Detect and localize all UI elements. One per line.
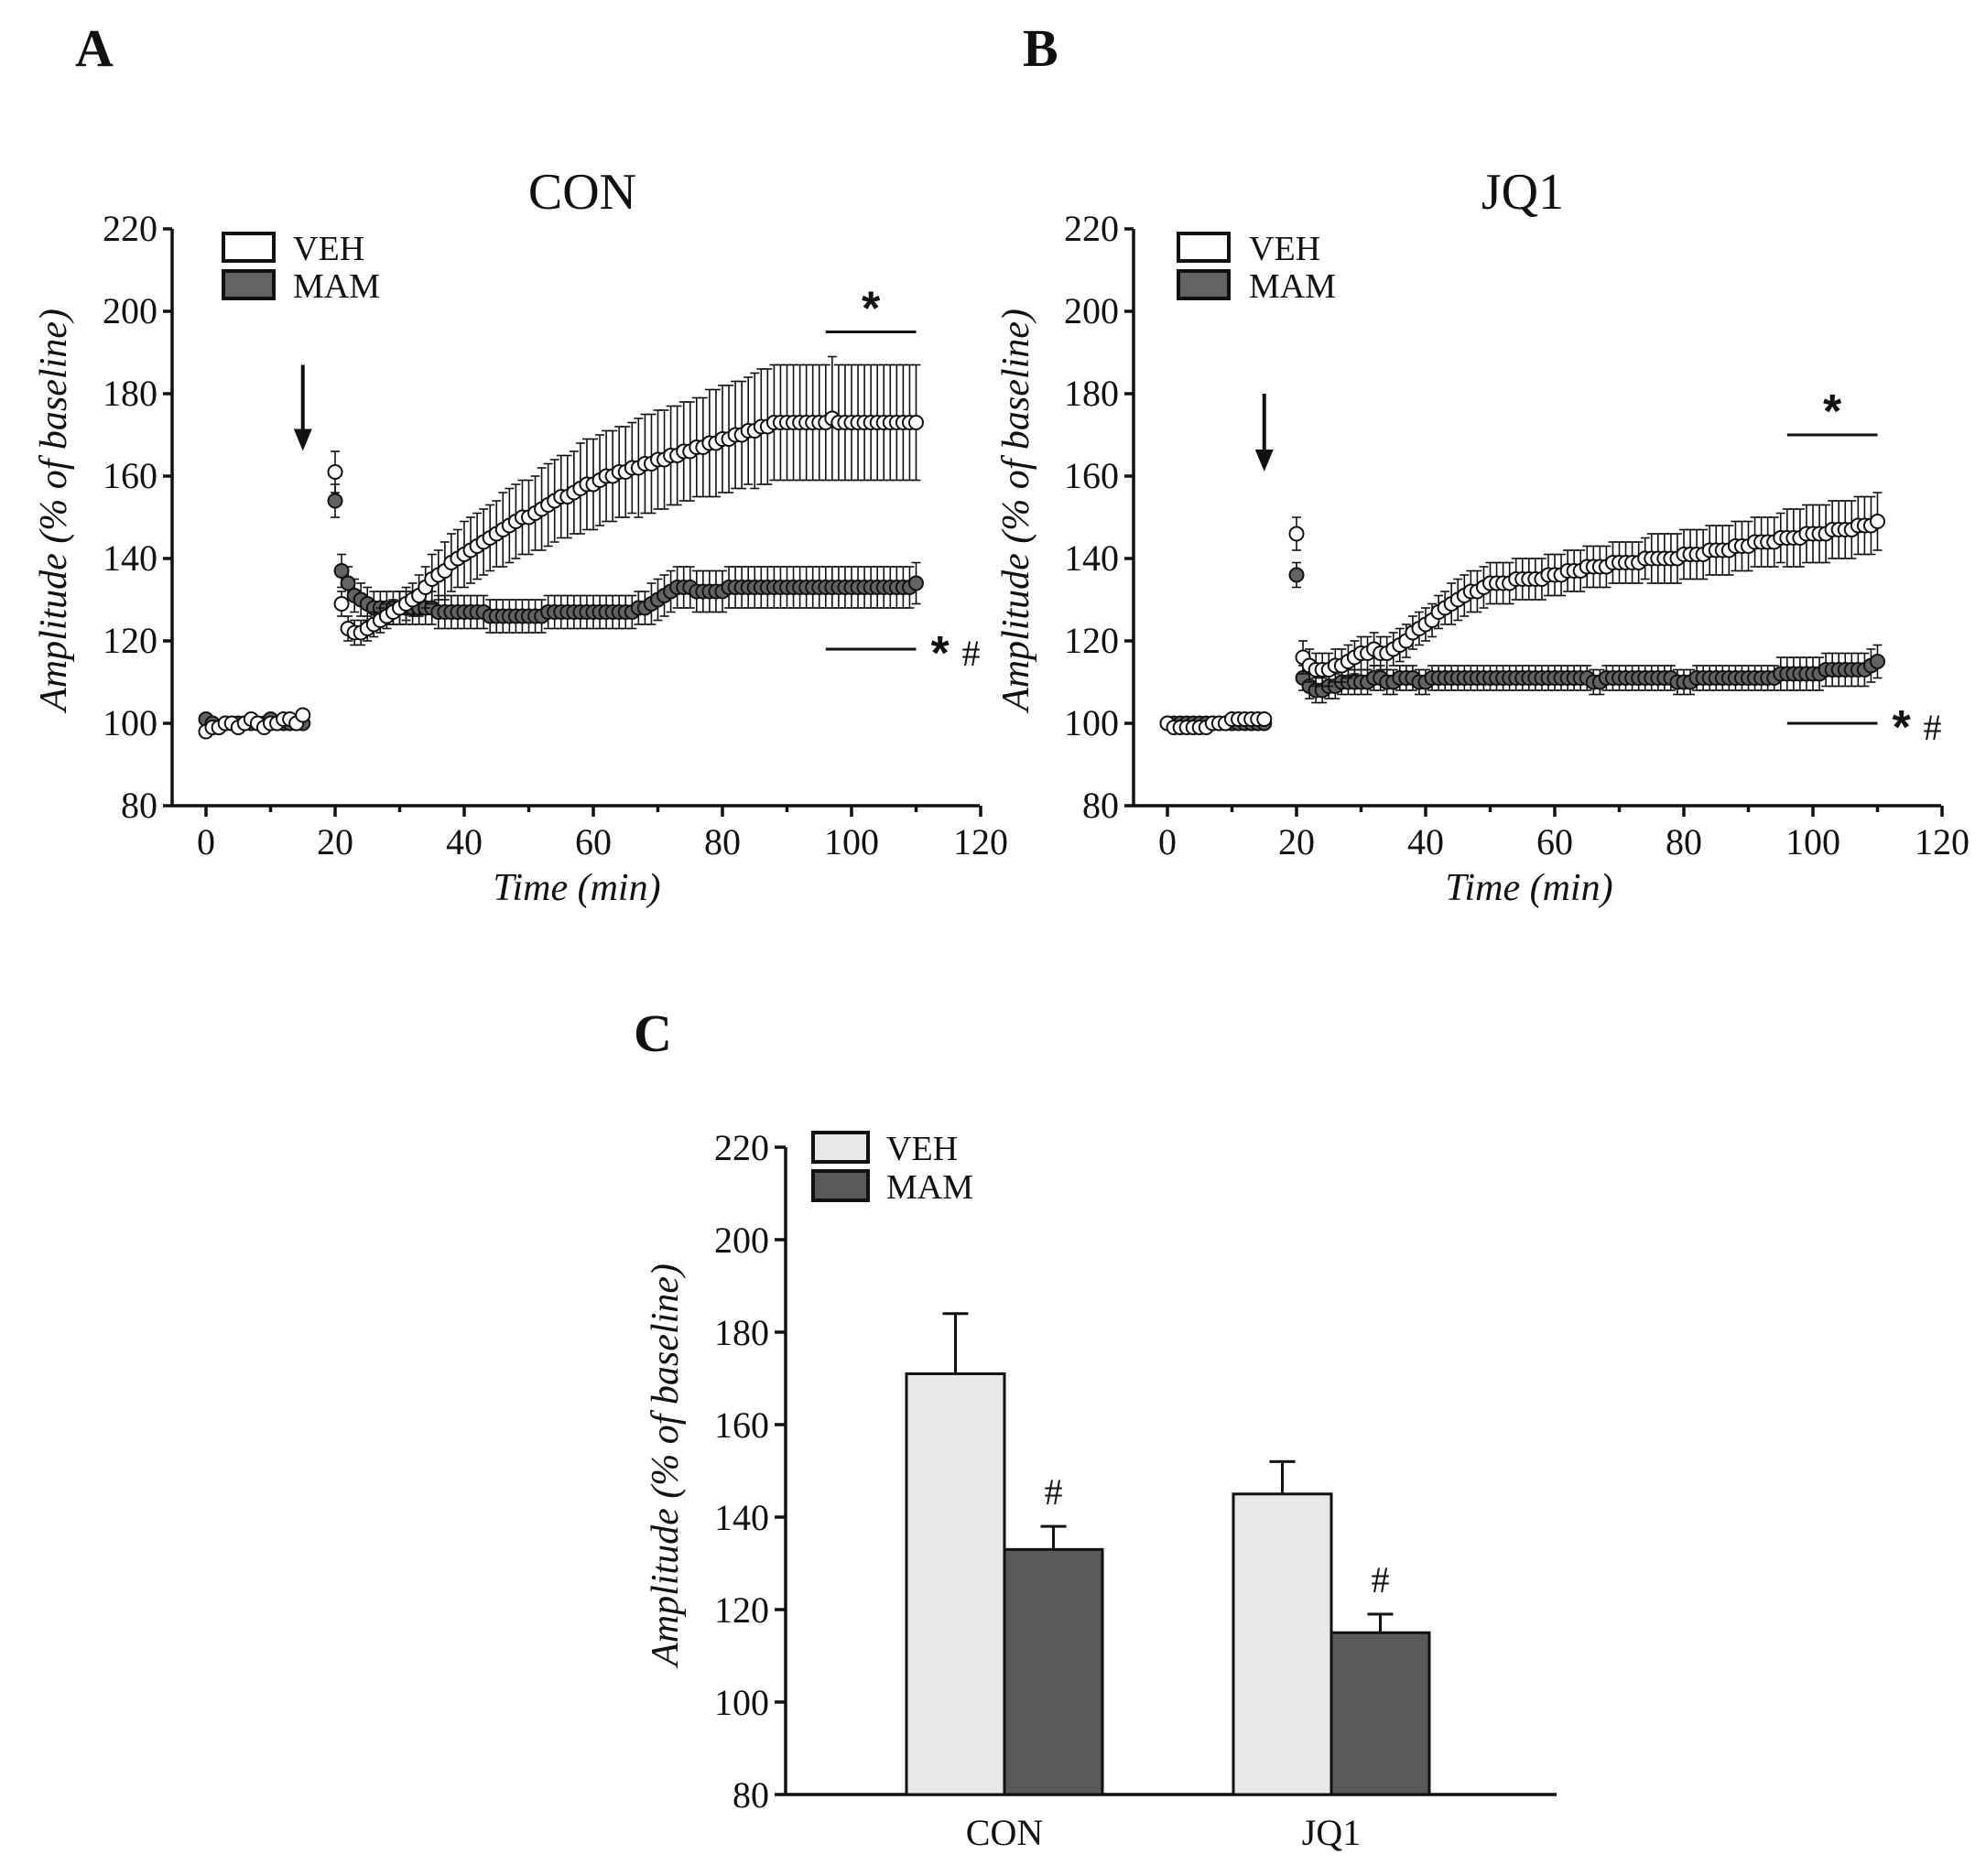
- panel-a-stimulus-arrowhead: [293, 428, 312, 451]
- panel-c-y-tick-label: 160: [714, 1404, 769, 1446]
- panel-b-y-tick-label: 160: [1064, 455, 1119, 496]
- panel-c-y-tick-label: 100: [714, 1682, 769, 1723]
- panel-b-y-tick-label: 140: [1064, 537, 1119, 579]
- panel-b-x-axis-label: Time (min): [1445, 867, 1612, 909]
- panel-a-legend-swatch-mam: [222, 269, 276, 300]
- panel-a-sig-star-veh: *: [862, 283, 881, 336]
- panel-a-legend-swatch-veh: [222, 232, 276, 263]
- panel-a-mam-data-point: [908, 575, 924, 591]
- panel-b-y-tick-label: 180: [1064, 373, 1119, 414]
- panel-c-legend-swatch-mam: [811, 1169, 870, 1202]
- panel-b-x-tick-label: 120: [1915, 821, 1970, 862]
- panel-b-x-tick-label: 0: [1158, 821, 1177, 862]
- panel-a-veh-data-point: [908, 415, 924, 430]
- panel-c-y-axis-label: Amplitude (% of baseline): [645, 1263, 687, 1669]
- panel-b-y-tick-label: 220: [1064, 208, 1119, 249]
- panel-b-legend-swatch-veh: [1177, 232, 1231, 263]
- panel-c-bar-jq1-mam: [1329, 1631, 1431, 1796]
- panel-b-sig-star-veh: *: [1823, 385, 1842, 439]
- panel-c-bar-chart: Amplitude (% of baseline) VEH MAM 80 100 1…: [645, 1127, 1557, 1853]
- panel-c-category-label: CON: [966, 1812, 1043, 1853]
- panel-b-x-tick-label: 40: [1407, 821, 1444, 862]
- panel-letter-a: A: [75, 18, 114, 78]
- panel-letter-b: B: [1023, 18, 1058, 78]
- panel-c-y-tick-label: 200: [714, 1220, 769, 1261]
- panel-c-sig-hash-con: #: [1045, 1471, 1063, 1513]
- panel-a-sig-star-mam: *: [931, 627, 950, 680]
- panel-c-legend-swatch-veh: [811, 1131, 870, 1164]
- panel-b-veh-data-point: [1870, 514, 1885, 529]
- panel-a-x-tick-label: 20: [317, 821, 353, 862]
- panel-c-y-tick-label: 120: [714, 1589, 769, 1631]
- panel-c-y-tick-label: 80: [733, 1774, 769, 1816]
- panel-a-legend: VEH MAM: [222, 230, 380, 306]
- panel-b-stimulus-arrowhead: [1254, 450, 1274, 472]
- panel-a-x-tick-label: 40: [446, 821, 483, 862]
- panel-a-x-tick-label: 60: [575, 821, 612, 862]
- panel-a-x-tick-label: 120: [953, 821, 1008, 862]
- panel-c-bar-jq1-veh: [1232, 1492, 1333, 1796]
- panel-c-sig-hash-jq1: #: [1372, 1559, 1390, 1600]
- panel-b-x-tick-label: 100: [1785, 821, 1840, 862]
- panel-a-y-tick-label: 140: [103, 537, 157, 579]
- panel-b-y-tick-label: 80: [1082, 785, 1119, 826]
- panel-b-legend-label-mam: MAM: [1249, 267, 1336, 306]
- panel-c-y-tick-label: 180: [714, 1312, 769, 1353]
- panel-b-x-tick-label: 20: [1278, 821, 1315, 862]
- panel-a-y-tick-label: 100: [103, 702, 157, 743]
- panel-a-legend-label-veh: VEH: [293, 230, 364, 268]
- panel-a-time-course: CON Time (min) Amplitude (% of baseline)…: [33, 164, 1008, 909]
- panel-a-mam-data-point: [333, 563, 350, 579]
- panel-c-y-tick-label: 140: [714, 1497, 769, 1538]
- panel-letter-c: C: [634, 1003, 672, 1063]
- panel-b-y-tick-label: 200: [1064, 290, 1119, 331]
- panel-a-y-tick-label: 160: [103, 455, 157, 496]
- panel-a-y-tick-label: 180: [103, 373, 157, 414]
- panel-c-legend-label-veh: VEH: [886, 1130, 958, 1168]
- panel-a-y-tick-label: 200: [103, 290, 157, 331]
- panel-b-legend-swatch-mam: [1177, 269, 1231, 300]
- panel-c-category-label: JQ1: [1302, 1812, 1361, 1853]
- panel-b-time-course: JQ1 Time (min) Amplitude (% of baseline)…: [995, 164, 1970, 909]
- panel-b-veh-data-point: [1256, 711, 1273, 727]
- panel-a-y-tick-label: 80: [121, 785, 157, 826]
- panel-a-mam-data-point: [327, 493, 343, 509]
- panel-b-y-tick-label: 120: [1064, 620, 1119, 661]
- panel-b-legend: VEH MAM: [1177, 230, 1336, 306]
- panel-a-x-tick-label: 100: [824, 821, 879, 862]
- panel-c-y-tick-label: 220: [714, 1127, 769, 1168]
- panel-a-x-tick-label: 80: [704, 821, 741, 862]
- panel-c-bar-con-mam: [1003, 1547, 1104, 1796]
- panel-a-x-axis-label: Time (min): [493, 867, 660, 909]
- panel-b-y-tick-label: 100: [1064, 702, 1119, 743]
- panel-a-veh-data-point: [333, 596, 350, 612]
- panel-c-legend: VEH MAM: [811, 1130, 973, 1207]
- panel-b-x-tick-label: 80: [1666, 821, 1702, 862]
- panel-b-x-tick-label: 60: [1536, 821, 1573, 862]
- panel-a-mam-data-point: [340, 575, 356, 591]
- panel-b-mam-data-point: [1288, 567, 1305, 583]
- panel-a-y-tick-label: 120: [103, 620, 157, 661]
- panel-a-y-axis-label: Amplitude (% of baseline): [33, 309, 75, 714]
- panel-a-legend-label-mam: MAM: [293, 267, 380, 306]
- panel-c-bar-con-veh: [905, 1372, 1006, 1796]
- panel-a-veh-data-point: [327, 464, 343, 480]
- panel-b-title: JQ1: [1481, 164, 1564, 221]
- panel-a-sig-hash-mam: #: [962, 633, 981, 674]
- panel-b-sig-star-mam: *: [1893, 701, 1912, 754]
- panel-a-x-tick-label: 0: [197, 821, 215, 862]
- panel-b-mam-data-point: [1870, 654, 1885, 669]
- panel-a-veh-data-point: [295, 707, 311, 723]
- panel-b-veh-data-point: [1288, 526, 1305, 542]
- panel-b-sig-hash-mam: #: [1924, 707, 1942, 748]
- panel-b-y-axis-label: Amplitude (% of baseline): [995, 309, 1037, 714]
- panel-a-y-tick-label: 220: [103, 208, 157, 249]
- panel-c-legend-label-mam: MAM: [886, 1168, 973, 1207]
- panel-b-legend-label-veh: VEH: [1249, 230, 1320, 268]
- panel-a-title: CON: [528, 164, 636, 221]
